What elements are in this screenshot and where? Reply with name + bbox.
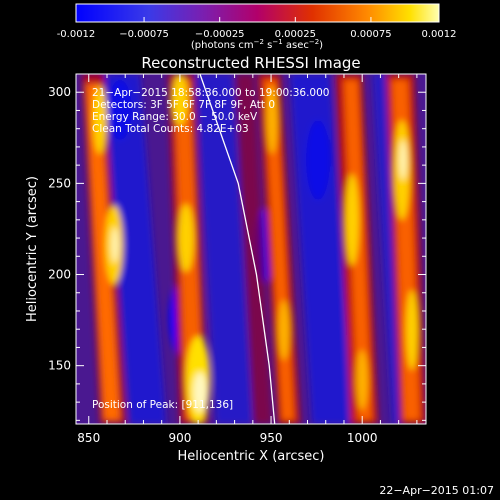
- colorbar-tick-label: -0.0012: [57, 29, 96, 40]
- y-tick-label: 250: [48, 176, 71, 190]
- chart-title: Reconstructed RHESSI Image: [141, 54, 360, 72]
- colorbar-tick-label: 0.0012: [422, 29, 457, 40]
- plot-frame: [75, 73, 427, 425]
- y-tick-label: 150: [48, 359, 71, 373]
- x-tick-label: 950: [260, 431, 283, 445]
- x-axis-label: Heliocentric X (arcsec): [178, 449, 325, 464]
- x-tick-label: 900: [168, 431, 191, 445]
- solar-limb-curve: [199, 74, 276, 424]
- colorbar-tick-label: −0.00025: [195, 29, 245, 40]
- annotation-energy-range: Energy Range: 30.0 − 50.0 keV: [92, 111, 258, 123]
- colorbar-gradient: [75, 3, 440, 23]
- y-tick-label: 300: [48, 85, 71, 99]
- y-axis-label: Heliocentric Y (arcsec): [25, 176, 40, 322]
- annotation-detectors: Detectors: 3F 5F 6F 7F 8F 9F, Att 0: [92, 99, 275, 111]
- x-axis-ticks: 850 900 950 1000: [77, 74, 418, 445]
- footer-timestamp: 22−Apr−2015 01:07: [379, 484, 494, 497]
- x-tick-label: 850: [77, 431, 100, 445]
- colorbar-ticks: -0.0012 −0.00075 −0.00025 0.00025 0.00075 0.0…: [57, 17, 457, 40]
- x-tick-label: 1000: [347, 431, 378, 445]
- y-axis-ticks: 150 200 250 300: [48, 73, 426, 421]
- peak-position-label: Position of Peak: [911,136]: [92, 399, 233, 411]
- y-tick-label: 200: [48, 268, 71, 282]
- annotation-block: 21−Apr−2015 18:58:36.000 to 19:00:36.000…: [92, 87, 329, 135]
- colorbar-tick-label: 0.00075: [350, 29, 391, 40]
- heatmap-fringes: [82, 74, 426, 424]
- colorbar-tick-label: −0.00075: [119, 29, 169, 40]
- heatmap-area: [76, 74, 426, 424]
- annotation-time-range: 21−Apr−2015 18:58:36.000 to 19:00:36.000: [92, 87, 329, 99]
- colorbar-tick-label: 0.00025: [275, 29, 316, 40]
- colorbar-label: (photons cm−2 s−1 asec−2): [191, 38, 323, 51]
- colorbar: -0.0012 −0.00075 −0.00025 0.00025 0.00075 0.0…: [57, 3, 457, 51]
- annotation-counts: Clean Total Counts: 4.82E+03: [92, 123, 249, 135]
